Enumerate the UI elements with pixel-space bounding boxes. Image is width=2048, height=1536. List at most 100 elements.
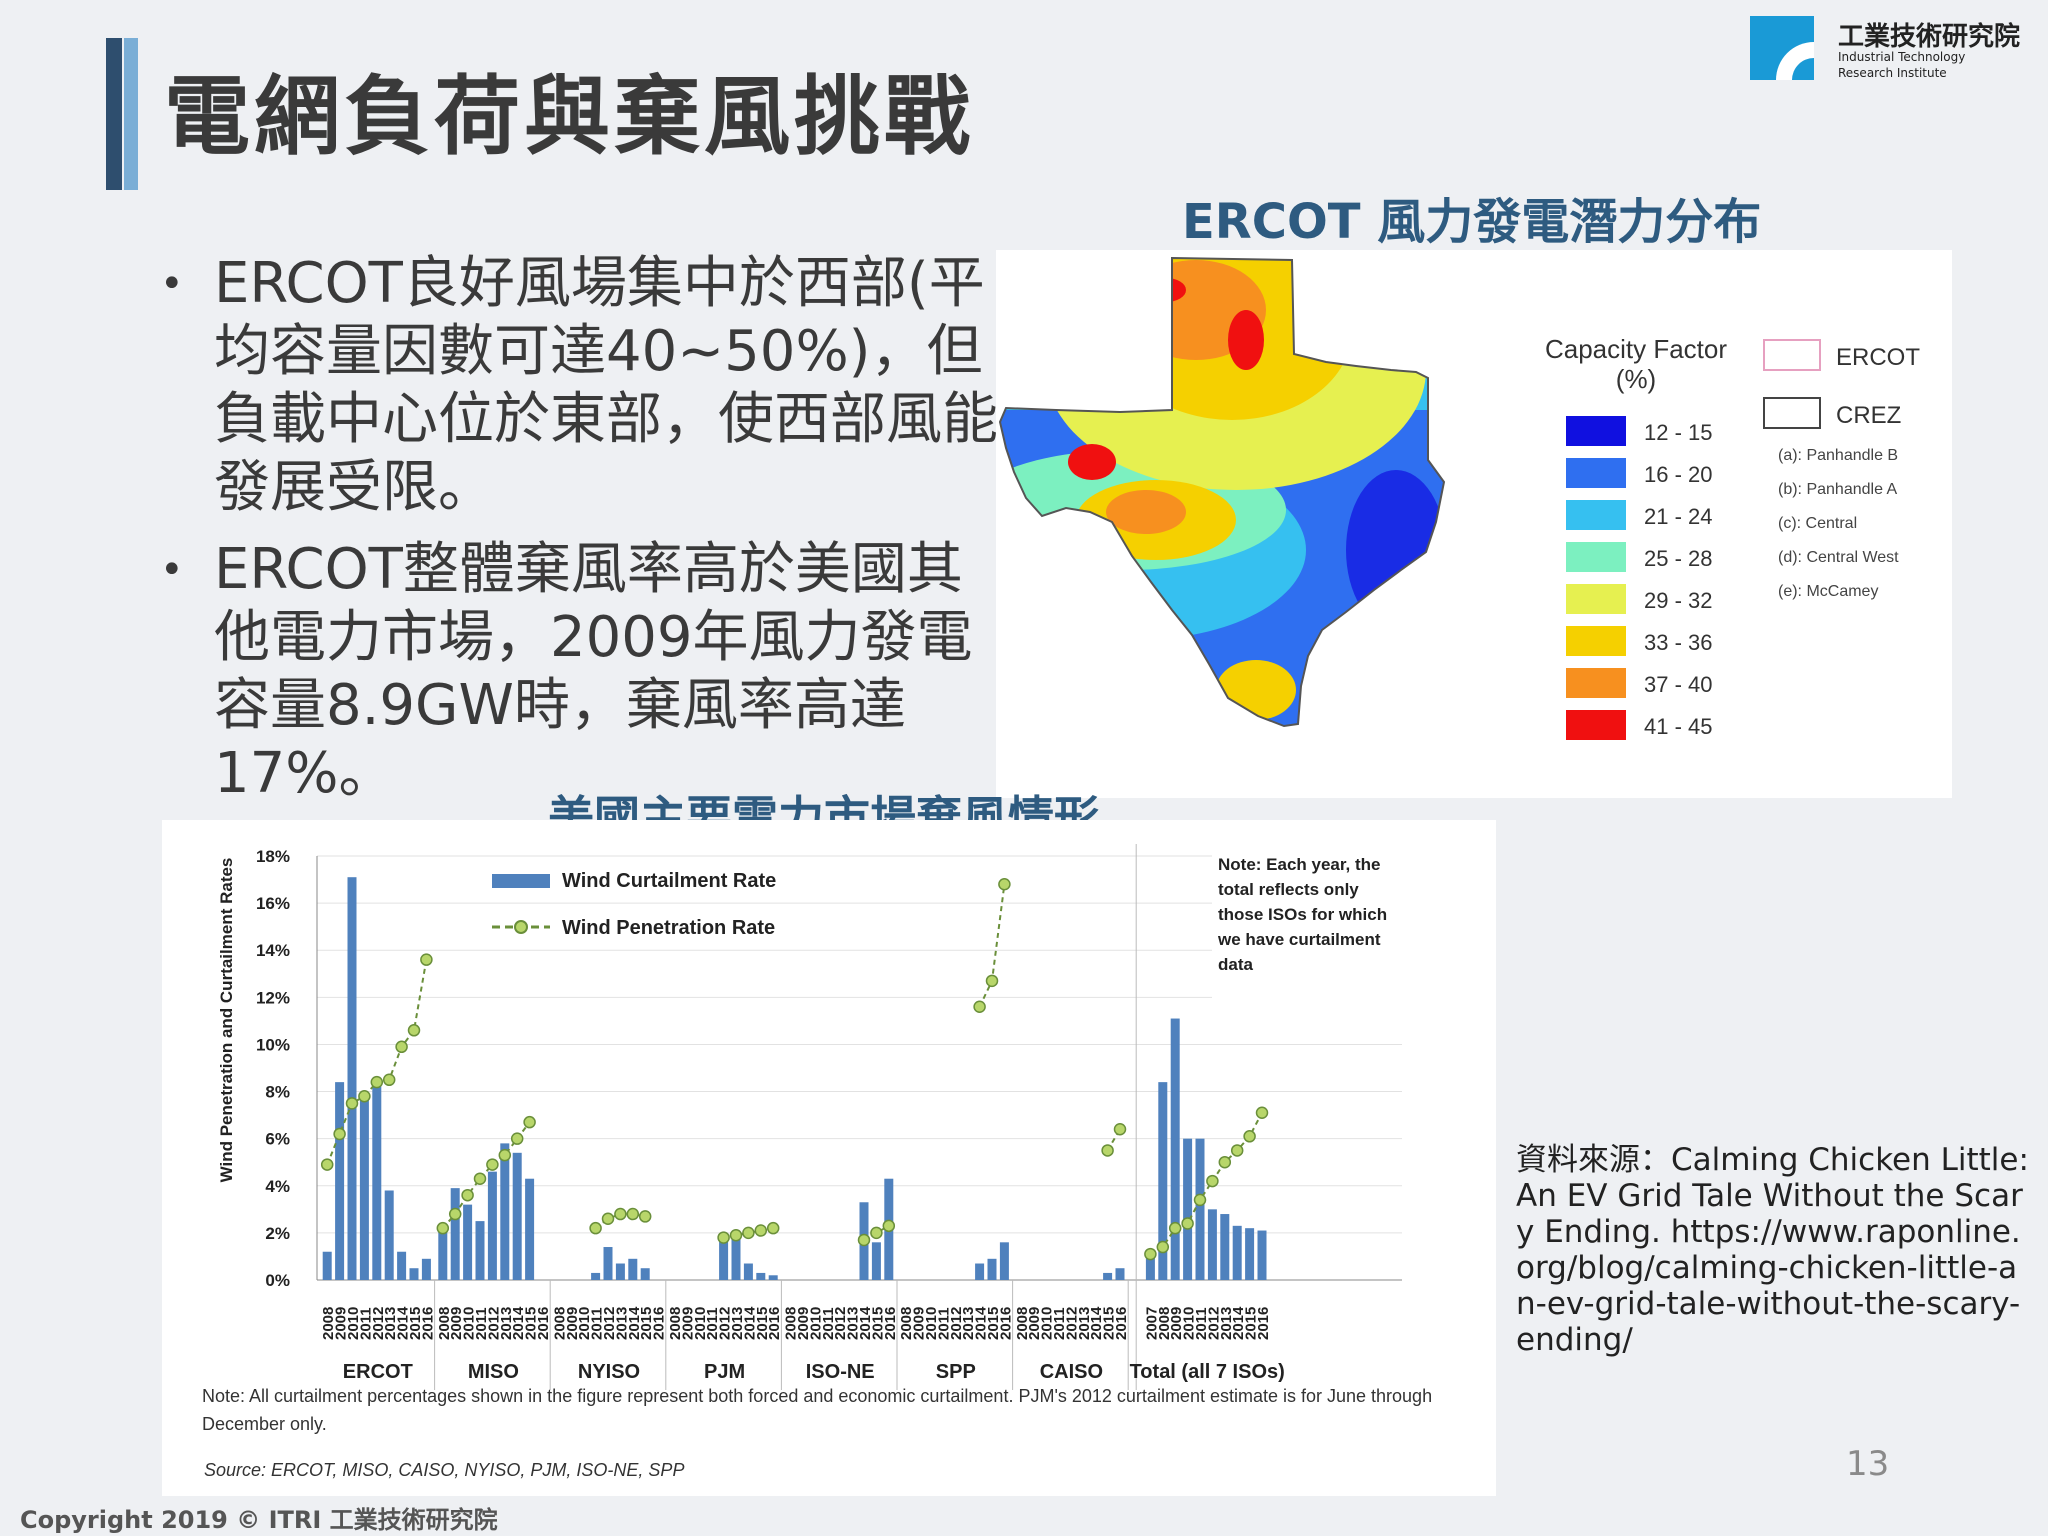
y-tick-label: 0% [265,1271,290,1290]
curtailment-bar [438,1228,448,1280]
x-tick-label: 2013 [960,1307,977,1340]
x-tick-label: 2012 [1063,1307,1080,1340]
curtailment-bar [743,1263,753,1280]
curtailment-bar [1103,1272,1113,1280]
penetration-point [436,1221,450,1235]
slide-title: 電網負荷與棄風挑戰 [164,67,974,167]
x-tick-label: 2009 [1026,1307,1043,1340]
curtailment-bar [322,1251,332,1280]
x-tick-label: 2013 [1218,1307,1235,1340]
title-accent-bar [106,38,122,190]
x-tick-label: 2011 [820,1307,837,1340]
penetration-point [601,1212,615,1226]
penetration-point [473,1172,487,1185]
x-tick-label: 2009 [564,1307,581,1340]
curtailment-bar [409,1268,419,1280]
texas-outline [998,256,1446,728]
note-box [1212,850,1412,1025]
penetration-point [333,1127,346,1141]
logo-name-zh: 工業技術研究院 [1838,22,2021,52]
x-tick-label: 2013 [845,1307,862,1340]
penetration-point [395,1040,408,1054]
y-tick-label: 6% [265,1130,290,1149]
x-tick-label: 2010 [461,1307,478,1340]
x-tick-label: 2012 [601,1307,618,1340]
capacity-bin-label: 16 - 20 [1644,462,1713,487]
copyright: Copyright 2019 © ITRI 工業技術研究院 [20,1506,498,1534]
x-tick-label: 2013 [1076,1307,1093,1340]
curtailment-bar [615,1263,625,1280]
ercot-legend-label: ERCOT [1836,344,1920,371]
bullet-text: ERCOT整體棄風率高於美國其他電力市場，2009年風力發電容量8.9GW時，棄… [214,537,973,806]
penetration-point [523,1115,536,1129]
capacity-bin-swatch [1566,458,1626,488]
curtailment-bar [1158,1082,1168,1280]
x-tick-label: 2009 [333,1307,350,1340]
curtailment-bar [487,1171,497,1280]
logo-name-en-2: Research Institute [1838,66,1947,80]
x-tick-label: 2013 [613,1307,630,1340]
x-tick-label: 2013 [382,1307,399,1340]
penetration-point [1218,1155,1232,1169]
capacity-bin-swatch [1566,542,1626,572]
penetration-point [1156,1240,1170,1254]
penetration-point [717,1231,730,1244]
curtailment-bar [1257,1230,1267,1280]
penetration-point [729,1228,743,1242]
penetration-point [407,1024,421,1037]
logo-name-en-1: Industrial Technology [1838,50,1966,64]
x-tick-label: 2010 [576,1307,593,1340]
x-tick-label: 2010 [923,1307,940,1340]
x-tick-label: 2015 [407,1307,424,1340]
y-tick-label: 14% [256,941,290,960]
curtailment-bar [719,1237,729,1280]
capacity-bin-swatch [1566,626,1626,656]
curtailment-bar [525,1178,535,1280]
map-caption: ERCOT 風力發電潛力分布 [1182,194,1762,250]
group-label: CAISO [1040,1361,1103,1383]
curtailment-bar [512,1152,522,1280]
legend-marker [514,920,528,934]
group-label: ISO-NE [806,1361,875,1383]
curtailment-bar [1232,1225,1242,1280]
y-tick-label: 10% [256,1035,290,1054]
y-tick-label: 8% [265,1083,290,1102]
curtailment-bar [1207,1209,1217,1280]
x-tick-label: 2011 [935,1307,952,1340]
curtailment-chart-panel: Wind Penetration and Curtailment Rates 0… [162,820,1496,1496]
x-tick-label: 2015 [985,1307,1002,1340]
x-tick-label: 2016 [1113,1307,1130,1340]
curtailment-chart: Wind Penetration and Curtailment Rates 0… [202,844,1432,1480]
penetration-point [882,1219,896,1233]
texas-wind-map-panel: Capacity Factor (%) 12 - 15 16 - 20 21 - 2… [996,250,1952,798]
curtailment-bar [756,1272,766,1280]
x-tick-label: 2010 [807,1307,824,1340]
capacity-bin-label: 21 - 24 [1644,504,1713,529]
page-number: 13 [1846,1444,1890,1484]
penetration-point [857,1233,871,1247]
penetration-point [1243,1130,1256,1143]
crez-zone-label: (a): Panhandle B [1778,447,1898,464]
capacity-bin-swatch [1566,584,1626,614]
curtailment-bar [463,1204,473,1280]
curtailment-bar [1195,1138,1205,1280]
penetration-point [498,1148,512,1162]
x-tick-label: 2007 [1143,1307,1160,1340]
map-legend-title-1: Capacity Factor [1545,334,1727,364]
penetration-point [1193,1193,1207,1207]
crez-zone-list: (a): Panhandle B (b): Panhandle A (c): Cen… [1778,447,1899,600]
penetration-point [510,1132,524,1145]
penetration-point [1113,1122,1127,1136]
penetration-point [382,1073,396,1087]
x-tick-label: 2016 [766,1307,783,1340]
x-tick-label: 2014 [395,1306,412,1340]
x-tick-label: 2010 [345,1307,362,1340]
x-tick-label: 2012 [832,1307,849,1340]
bullet-item: • ERCOT良好風場集中於西部(平均容量因數可達40~50%)，但負載中心位於東… [160,251,998,520]
crez-legend-label: CREZ [1836,402,1901,429]
x-tick-label: 2012 [370,1307,387,1340]
penetration-point [589,1221,602,1235]
y-tick-label: 16% [256,894,290,913]
penetration-point [486,1158,499,1171]
curtailment-bar [731,1237,741,1280]
